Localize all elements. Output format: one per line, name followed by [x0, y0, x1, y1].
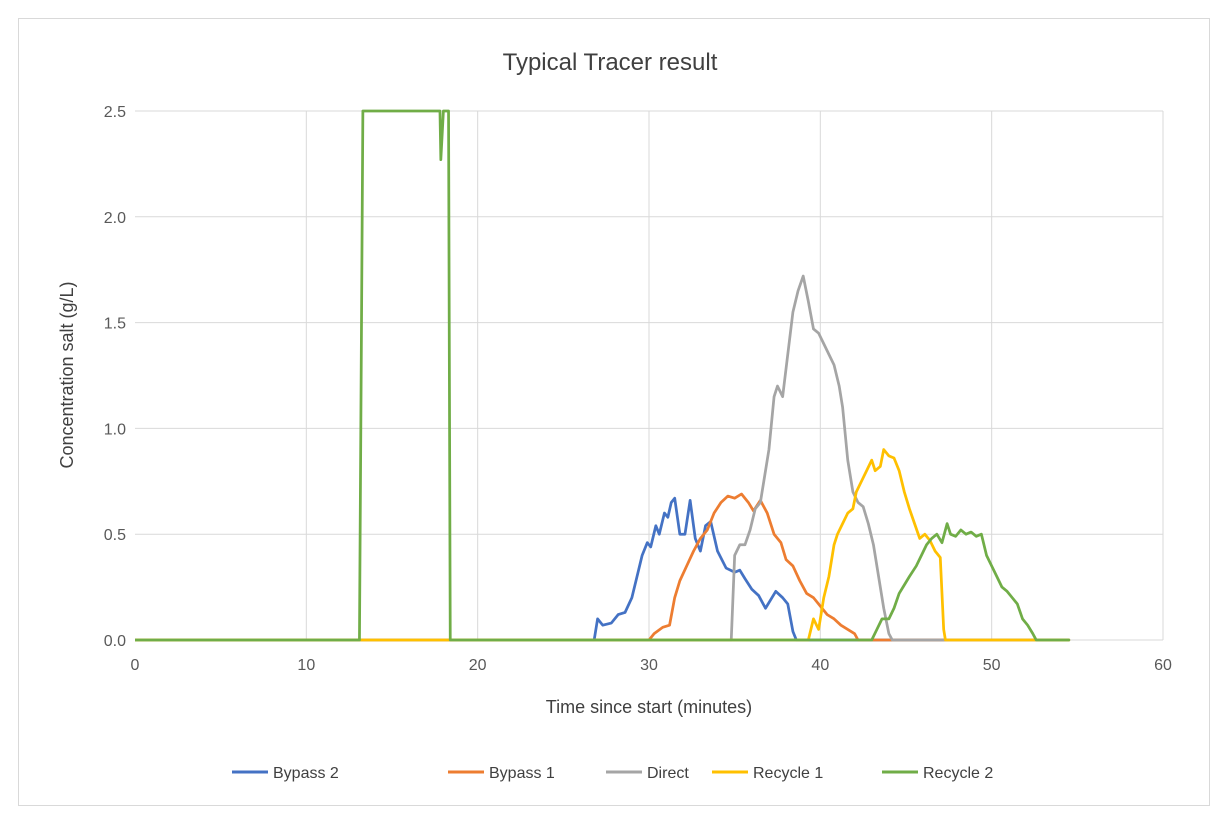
- series-layer: [135, 109, 1071, 642]
- grid: [135, 110, 1164, 640]
- legend-label: Bypass 2: [273, 765, 339, 782]
- legend: Bypass 2 Bypass 1 Direct Recycle 1 Recycle 2: [232, 765, 993, 782]
- y-tick-label: 0.0: [104, 633, 126, 650]
- legend-label: Bypass 1: [489, 765, 555, 782]
- series-line-bypass-1: [135, 492, 1071, 642]
- x-tick-label: 60: [1154, 657, 1172, 674]
- series-line-direct: [135, 274, 1071, 642]
- legend-label: Recycle 2: [923, 765, 993, 782]
- axes: 0.0 0.5 1.0 1.5 2.0 2.5 0 10 20 30 40 50 60: [104, 104, 1172, 674]
- legend-label: Recycle 1: [753, 765, 823, 782]
- x-tick-label: 50: [983, 657, 1001, 674]
- y-tick-label: 1.5: [104, 316, 126, 333]
- series-line-bypass-2: [135, 496, 1071, 642]
- x-tick-label: 10: [297, 657, 315, 674]
- y-tick-label: 2.0: [104, 210, 126, 227]
- x-axis-title: Time since start (minutes): [546, 697, 752, 717]
- y-tick-label: 2.5: [104, 104, 126, 121]
- chart-frame: [18, 18, 1210, 806]
- y-tick-label: 0.5: [104, 527, 126, 544]
- series-line-recycle-2: [135, 109, 1071, 642]
- y-tick-label: 1.0: [104, 421, 126, 438]
- x-tick-label: 0: [131, 657, 140, 674]
- series-line-recycle-1: [135, 448, 1071, 642]
- x-tick-label: 40: [811, 657, 829, 674]
- x-tick-label: 20: [469, 657, 487, 674]
- x-tick-label: 30: [640, 657, 658, 674]
- chart-title: Typical Tracer result: [503, 49, 718, 76]
- y-axis-title: Concentration salt (g/L): [57, 281, 77, 468]
- legend-label: Direct: [647, 765, 689, 782]
